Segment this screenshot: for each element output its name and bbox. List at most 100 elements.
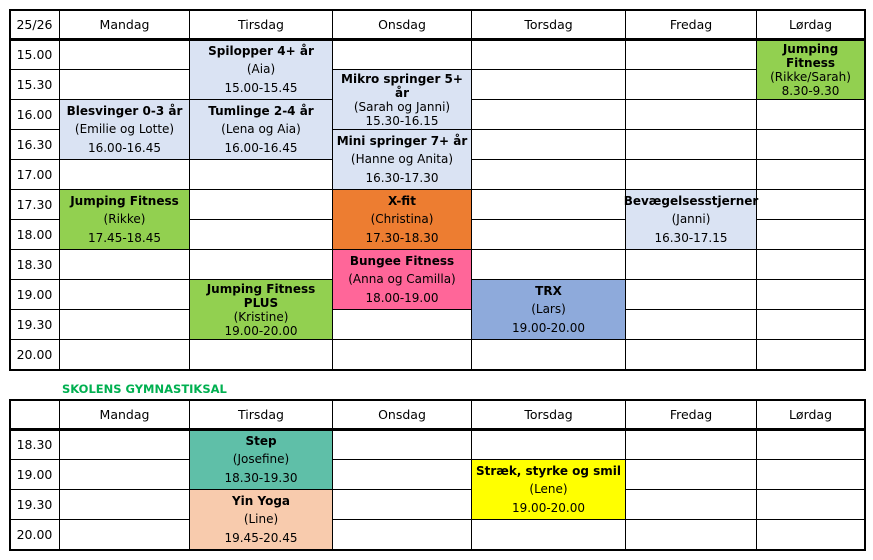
empty-slot	[472, 160, 626, 190]
section-label-gymnastiksal: SKOLENS GYMNASTIKSAL	[62, 382, 227, 396]
empty-slot	[626, 430, 757, 460]
empty-slot	[190, 190, 333, 220]
empty-slot	[60, 460, 190, 490]
day-header: Torsdag	[472, 400, 626, 430]
empty-slot	[60, 40, 190, 70]
time-label: 19.30	[10, 490, 60, 520]
event-instructor: (Sarah og Janni)	[353, 100, 451, 114]
empty-slot	[757, 220, 865, 250]
empty-slot	[60, 160, 190, 190]
event-instructor: (Rikke)	[103, 212, 146, 227]
empty-slot	[757, 430, 865, 460]
schedule-event: Yin Yoga (Line) 19.45-20.45	[190, 489, 333, 550]
event-time: 16.30-17.15	[654, 230, 728, 245]
event-title: TRX	[535, 284, 562, 299]
empty-slot	[333, 40, 472, 70]
event-title: Bungee Fitness	[349, 254, 455, 269]
time-label: 19.30	[10, 310, 60, 340]
day-header: Tirsdag	[190, 400, 333, 430]
empty-slot	[190, 250, 333, 280]
empty-slot	[190, 160, 333, 190]
empty-slot	[472, 130, 626, 160]
event-instructor: (Line)	[243, 512, 279, 527]
empty-slot	[60, 340, 190, 370]
empty-slot	[472, 430, 626, 460]
empty-slot	[333, 460, 472, 490]
empty-slot	[626, 460, 757, 490]
time-label: 15.00	[10, 40, 60, 70]
empty-slot	[626, 520, 757, 550]
event-instructor: (Josefine)	[232, 452, 290, 467]
event-time: 15.30-16.15	[365, 114, 439, 128]
schedule-event: Blesvinger 0-3 år (Emilie og Lotte) 16.00-…	[60, 99, 190, 160]
time-label: 19.00	[10, 460, 60, 490]
empty-slot	[472, 340, 626, 370]
empty-slot	[60, 430, 190, 460]
empty-slot	[626, 310, 757, 340]
time-label: 18.30	[10, 250, 60, 280]
event-time: 19.00-20.00	[224, 324, 298, 338]
event-time: 19.45-20.45	[224, 530, 298, 545]
empty-slot	[472, 100, 626, 130]
event-time: 16.00-16.45	[224, 140, 298, 155]
empty-slot	[60, 250, 190, 280]
event-time: 16.00-16.45	[87, 140, 162, 155]
header-divider	[10, 428, 865, 431]
empty-slot	[472, 190, 626, 220]
event-time: 17.30-18.30	[365, 230, 439, 245]
event-instructor: (Christina)	[370, 212, 434, 227]
event-title: Stræk, styrke og smil	[475, 464, 622, 479]
empty-slot	[333, 430, 472, 460]
event-time: 19.00-20.00	[511, 320, 586, 335]
day-header: Mandag	[60, 400, 190, 430]
header-corner	[10, 400, 60, 430]
empty-slot	[333, 340, 472, 370]
day-header: Fredag	[626, 10, 757, 40]
empty-slot	[626, 250, 757, 280]
event-instructor: (Lene)	[529, 482, 568, 497]
event-instructor: (Janni)	[671, 212, 711, 227]
empty-slot	[472, 70, 626, 100]
event-title: Blesvinger 0-3 år	[66, 104, 183, 119]
time-label: 20.00	[10, 340, 60, 370]
empty-slot	[757, 250, 865, 280]
time-label: 16.00	[10, 100, 60, 130]
event-instructor: (Emilie og Lotte)	[74, 122, 175, 137]
event-title: Spilopper 4+ år	[208, 44, 314, 59]
event-instructor: (Kristine)	[233, 310, 289, 324]
event-time: 17.45-18.45	[87, 230, 162, 245]
event-instructor: (Lena og Aia)	[221, 122, 301, 137]
empty-slot	[757, 460, 865, 490]
empty-slot	[626, 160, 757, 190]
event-title: X-fit	[388, 194, 416, 209]
time-label: 20.00	[10, 520, 60, 550]
empty-slot	[626, 490, 757, 520]
schedule-event: Bevægelsesstjerner (Janni) 16.30-17.15	[623, 189, 759, 250]
empty-slot	[472, 40, 626, 70]
event-title: Yin Yoga	[231, 494, 291, 509]
event-time: 8.30-9.30	[781, 84, 840, 98]
empty-slot	[757, 310, 865, 340]
event-title: Mikro springer 5+ år	[341, 72, 463, 100]
time-label: 19.00	[10, 280, 60, 310]
empty-slot	[60, 70, 190, 100]
empty-slot	[626, 130, 757, 160]
schedule-event: Step (Josefine) 18.30-19.30	[190, 429, 333, 490]
empty-slot	[60, 520, 190, 550]
schedule-event: Jumping Fitness (Rikke/Sarah) 8.30-9.30	[757, 39, 865, 100]
empty-slot	[757, 490, 865, 520]
event-title: Jumping Fitness	[782, 42, 839, 70]
day-header: Onsdag	[333, 10, 472, 40]
time-label: 18.00	[10, 220, 60, 250]
day-header: Fredag	[626, 400, 757, 430]
empty-slot	[472, 520, 626, 550]
schedule-event: Tumlinge 2-4 år (Lena og Aia) 16.00-16.45	[190, 99, 333, 160]
schedule-event: Spilopper 4+ år (Aia) 15.00-15.45	[190, 39, 333, 100]
event-title: Bevægelsesstjerner	[623, 194, 759, 209]
day-header: Mandag	[60, 10, 190, 40]
event-time: 18.30-19.30	[224, 470, 298, 485]
day-header: Torsdag	[472, 10, 626, 40]
event-time: 18.00-19.00	[365, 290, 439, 305]
time-label: 17.00	[10, 160, 60, 190]
empty-slot	[60, 280, 190, 310]
